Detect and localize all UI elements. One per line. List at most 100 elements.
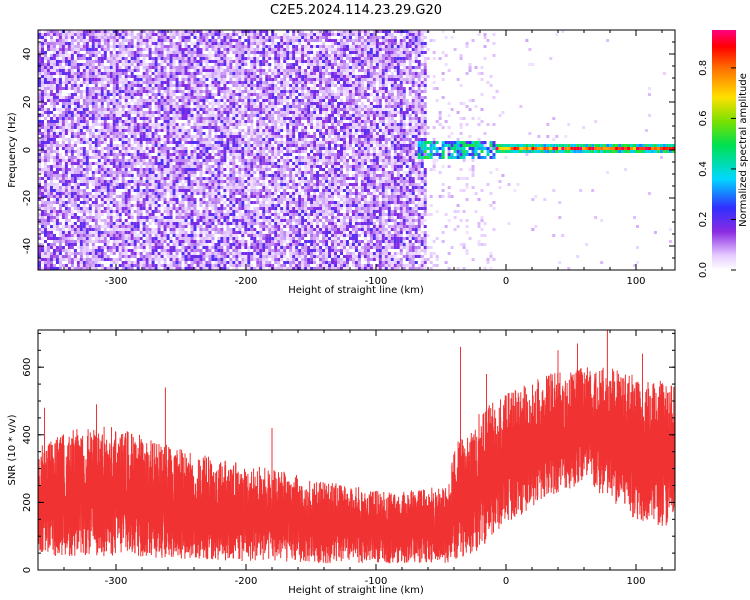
heatmap-cell xyxy=(175,222,179,225)
heatmap-cell xyxy=(61,114,65,117)
heatmap-cell xyxy=(130,105,134,108)
heatmap-cell xyxy=(196,153,200,156)
heatmap-cell xyxy=(106,165,110,168)
heatmap-cell xyxy=(205,111,209,114)
heatmap-cell xyxy=(187,117,191,120)
heatmap-cell xyxy=(193,75,197,78)
heatmap-cell xyxy=(226,261,230,264)
heatmap-cell xyxy=(163,219,167,222)
heatmap-cell xyxy=(76,186,80,189)
heatmap-cell xyxy=(214,207,218,210)
heatmap-cell xyxy=(121,243,125,246)
heatmap-cell xyxy=(253,132,257,135)
heatmap-cell xyxy=(157,237,161,240)
heatmap-cell xyxy=(124,90,128,93)
heatmap-cell xyxy=(235,258,239,261)
heatmap-cell xyxy=(247,198,251,201)
heatmap-cell xyxy=(178,48,182,51)
heatmap-cell xyxy=(49,180,53,183)
heatmap-cell xyxy=(214,183,218,186)
heatmap-cell xyxy=(82,78,86,81)
heatmap-cell xyxy=(241,183,245,186)
heatmap-cell xyxy=(88,144,92,147)
heatmap-cell xyxy=(250,84,254,87)
heatmap-cell xyxy=(52,201,56,204)
heatmap-cell xyxy=(184,198,188,201)
heatmap-cell xyxy=(172,150,176,153)
heatmap-cell xyxy=(142,39,146,42)
heatmap-cell xyxy=(112,165,116,168)
heatmap-cell xyxy=(244,69,248,72)
heatmap-cell xyxy=(253,183,257,186)
heatmap-cell xyxy=(202,159,206,162)
heatmap-cell xyxy=(208,96,212,99)
heatmap-cell xyxy=(214,84,218,87)
heatmap-cell xyxy=(226,87,230,90)
heatmap-cell xyxy=(43,108,47,111)
heatmap-cell xyxy=(79,177,83,180)
heatmap-cell xyxy=(43,264,47,267)
heatmap-cell xyxy=(181,258,185,261)
heatmap-cell xyxy=(70,87,74,90)
heatmap-cell xyxy=(82,48,86,51)
heatmap-cell xyxy=(73,63,77,66)
heatmap-cell xyxy=(46,147,50,150)
heatmap-cell xyxy=(121,207,125,210)
heatmap-cell xyxy=(148,105,152,108)
heatmap-cell xyxy=(130,96,134,99)
heatmap-cell xyxy=(40,150,44,153)
heatmap-cell xyxy=(160,87,164,90)
heatmap-cell xyxy=(109,135,113,138)
heatmap-cell xyxy=(79,165,83,168)
heatmap-cell xyxy=(232,180,236,183)
heatmap-cell xyxy=(52,243,56,246)
heatmap-cell xyxy=(124,147,128,150)
heatmap-cell xyxy=(139,87,143,90)
heatmap-cell xyxy=(67,156,71,159)
heatmap-cell xyxy=(187,48,191,51)
heatmap-cell xyxy=(178,186,182,189)
heatmap-cell xyxy=(76,159,80,162)
heatmap-cell xyxy=(118,228,122,231)
heatmap-cell xyxy=(100,192,104,195)
heatmap-cell xyxy=(43,147,47,150)
heatmap-cell xyxy=(238,117,242,120)
heatmap-cell xyxy=(250,192,254,195)
heatmap-cell xyxy=(220,96,224,99)
heatmap-cell xyxy=(49,186,53,189)
heatmap-cell xyxy=(82,45,86,48)
heatmap-cell xyxy=(226,66,230,69)
heatmap-cell xyxy=(247,84,251,87)
heatmap-cell xyxy=(133,138,137,141)
heatmap-cell xyxy=(106,42,110,45)
heatmap-cell xyxy=(67,108,71,111)
heatmap-cell xyxy=(85,120,89,123)
heatmap-cell xyxy=(52,237,56,240)
heatmap-cell xyxy=(199,231,203,234)
heatmap-cell xyxy=(157,36,161,39)
heatmap-cell xyxy=(38,192,41,195)
heatmap-cell xyxy=(157,210,161,213)
heatmap-cell xyxy=(193,168,197,171)
heatmap-cell xyxy=(109,267,113,270)
heatmap-cell xyxy=(142,156,146,159)
heatmap-cell xyxy=(166,162,170,165)
heatmap-cell xyxy=(127,117,131,120)
heatmap-cell xyxy=(109,201,113,204)
heatmap-cell xyxy=(193,135,197,138)
heatmap-cell xyxy=(91,180,95,183)
heatmap-cell xyxy=(100,102,104,105)
heatmap-cell xyxy=(142,105,146,108)
heatmap-cell xyxy=(202,243,206,246)
heatmap-cell xyxy=(241,156,245,159)
heatmap-cell xyxy=(169,231,173,234)
heatmap-cell xyxy=(169,240,173,243)
heatmap-cell xyxy=(205,144,209,147)
heatmap-cell xyxy=(154,93,158,96)
heatmap-cell xyxy=(157,123,161,126)
heatmap-cell xyxy=(38,162,41,165)
heatmap-cell xyxy=(187,129,191,132)
heatmap-cell xyxy=(214,267,218,270)
heatmap-cell xyxy=(151,255,155,258)
heatmap-cell xyxy=(238,255,242,258)
